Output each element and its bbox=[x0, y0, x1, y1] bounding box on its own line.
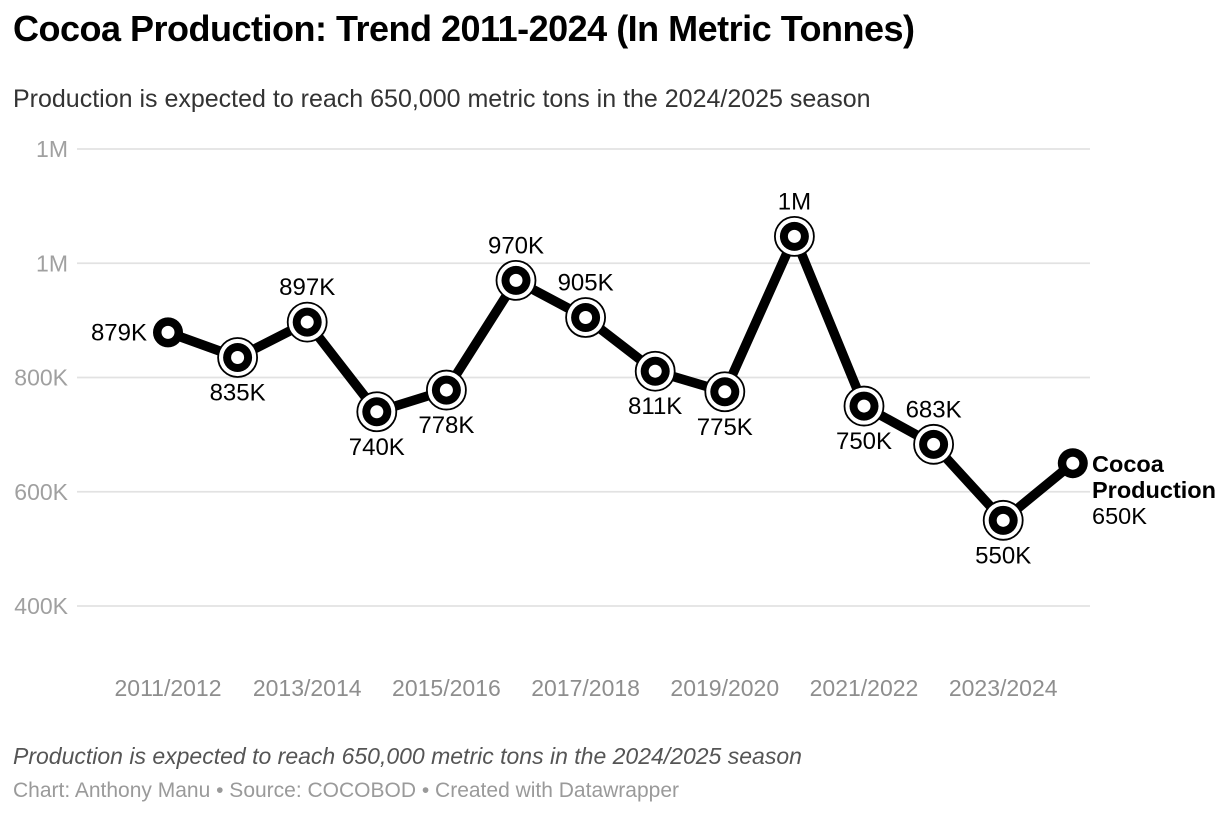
x-axis-label: 2011/2012 bbox=[114, 675, 221, 701]
data-point-hole bbox=[1066, 456, 1080, 470]
data-point-label: 775K bbox=[697, 414, 753, 441]
data-point-label: 970K bbox=[488, 232, 544, 259]
data-point-hole bbox=[579, 311, 593, 325]
data-point-label: 879K bbox=[91, 319, 147, 346]
y-axis-label: 1M bbox=[36, 136, 68, 162]
y-axis-label: 1M bbox=[36, 250, 68, 276]
data-point-hole bbox=[857, 399, 871, 413]
data-point-hole bbox=[439, 383, 453, 397]
data-point-label: 683K bbox=[906, 396, 962, 423]
line-chart: 1M 1M 800K 600K 400K 2011/2012 2013/2014 2015/2… bbox=[14, 136, 1090, 701]
data-point-hole bbox=[509, 273, 523, 287]
series-name-label: Cocoa Production bbox=[1092, 451, 1217, 503]
series-value-label: 650K bbox=[1092, 503, 1147, 529]
x-axis-label: 2017/2018 bbox=[531, 675, 640, 701]
data-point-hole bbox=[718, 385, 732, 399]
data-point-label: 778K bbox=[418, 412, 474, 439]
x-axis-label: 2023/2024 bbox=[949, 675, 1058, 701]
chart-footnote: Production is expected to reach 650,000 … bbox=[13, 743, 802, 769]
data-point-hole bbox=[787, 229, 801, 243]
chart-title: Cocoa Production: Trend 2011-2024 (In Me… bbox=[13, 8, 915, 49]
chart-credit: Chart: Anthony Manu • Source: COCOBOD • … bbox=[13, 779, 679, 802]
x-axis-label: 2013/2014 bbox=[253, 675, 362, 701]
x-axis-label: 2019/2020 bbox=[670, 675, 779, 701]
data-point-label: 740K bbox=[349, 434, 405, 461]
data-point-label: 811K bbox=[628, 393, 682, 420]
data-point-hole bbox=[927, 437, 941, 451]
data-point-hole bbox=[300, 315, 314, 329]
y-axis-label: 400K bbox=[14, 593, 68, 619]
data-point-hole bbox=[648, 364, 662, 378]
x-axis-label: 2021/2022 bbox=[810, 675, 919, 701]
data-point-hole bbox=[370, 405, 384, 419]
data-point-label: 550K bbox=[975, 542, 1031, 569]
chart-subtitle: Production is expected to reach 650,000 … bbox=[13, 85, 871, 113]
data-point-label: 750K bbox=[836, 428, 892, 455]
data-point-hole bbox=[996, 513, 1010, 527]
series-label-block: Cocoa Production 650K bbox=[1092, 451, 1220, 529]
data-point-hole bbox=[161, 325, 175, 339]
data-point-label: 1M bbox=[778, 188, 811, 215]
data-point-label: 905K bbox=[558, 270, 614, 297]
data-point-label: 897K bbox=[279, 274, 335, 301]
x-axis-label: 2015/2016 bbox=[392, 675, 501, 701]
y-axis-label: 800K bbox=[14, 365, 68, 391]
y-axis-label: 600K bbox=[14, 479, 68, 505]
data-point-hole bbox=[231, 351, 245, 365]
data-point-label: 835K bbox=[210, 380, 266, 407]
